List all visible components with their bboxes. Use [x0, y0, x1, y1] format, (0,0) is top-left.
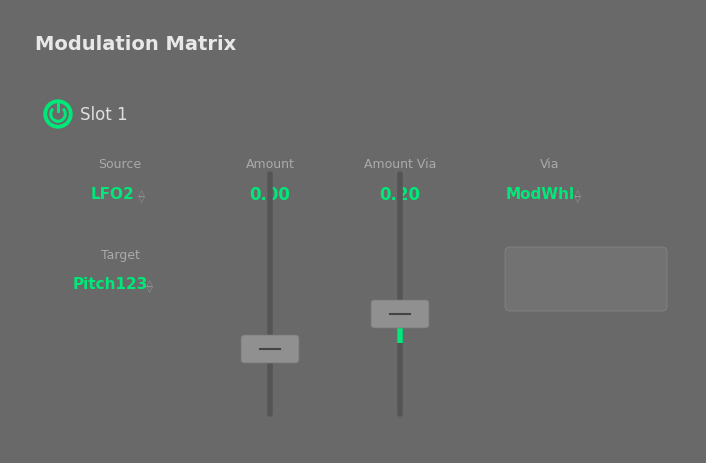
Text: ◁▷: ◁▷	[145, 277, 155, 291]
Text: Slot 1: Slot 1	[80, 106, 128, 124]
Text: ModWhl: ModWhl	[505, 187, 575, 202]
Text: Amount Via: Amount Via	[364, 158, 436, 171]
Text: Source: Source	[98, 158, 142, 171]
Text: Amount: Amount	[246, 158, 294, 171]
FancyBboxPatch shape	[371, 300, 429, 328]
FancyBboxPatch shape	[505, 247, 667, 311]
Text: Modulation Matrix: Modulation Matrix	[35, 35, 237, 54]
Text: Pitch123: Pitch123	[72, 277, 148, 292]
Circle shape	[48, 105, 68, 125]
Text: ◁▷: ◁▷	[573, 188, 582, 201]
Text: Via: Via	[540, 158, 560, 171]
Text: 0.00: 0.00	[249, 186, 290, 204]
Text: Target: Target	[100, 248, 140, 261]
Text: ◁▷: ◁▷	[138, 188, 147, 201]
Text: Via Invert: Via Invert	[553, 272, 619, 287]
Text: 0.20: 0.20	[380, 186, 421, 204]
Circle shape	[44, 101, 72, 129]
Text: LFO2: LFO2	[90, 187, 134, 202]
FancyBboxPatch shape	[241, 335, 299, 363]
